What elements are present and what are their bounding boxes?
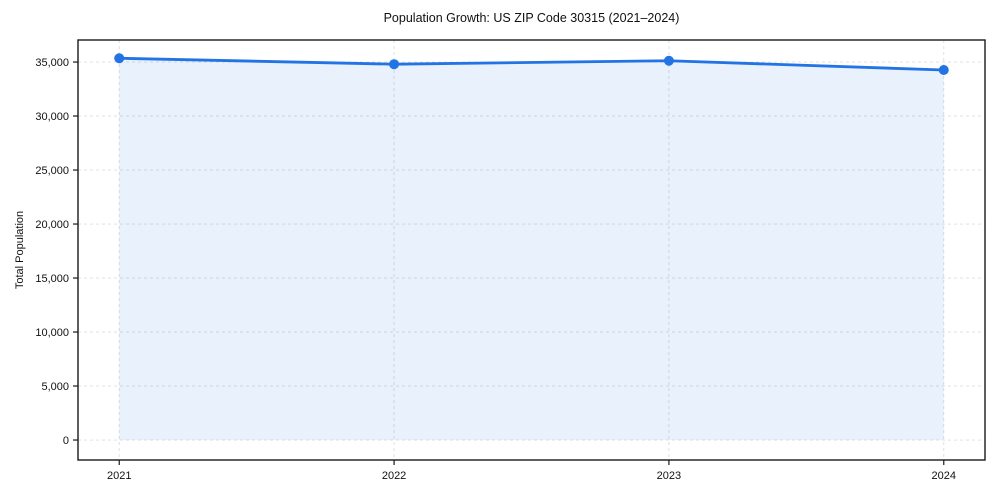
data-point-marker [114,53,125,64]
y-tick-label: 0 [63,435,69,447]
y-tick-label: 35,000 [35,57,69,69]
area-fill [119,58,944,441]
data-point-marker [938,65,949,76]
data-line [117,56,946,72]
y-tick-label: 30,000 [35,111,69,123]
y-tick-label: 25,000 [35,165,69,177]
y-tick-label: 5,000 [41,381,69,393]
chart-title: Population Growth: US ZIP Code 30315 (20… [383,11,680,25]
y-tick-label: 10,000 [35,327,69,339]
y-tick-label: 15,000 [35,273,69,285]
data-point-marker [389,59,400,70]
plot-area-border [77,39,986,461]
x-tick-label: 2021 [107,470,131,482]
x-tick-label: 2022 [382,470,406,482]
x-tick-label: 2023 [657,470,681,482]
data-point-marker [663,55,674,66]
x-tick-label: 2024 [932,470,956,482]
y-tick-label: 20,000 [35,219,69,231]
